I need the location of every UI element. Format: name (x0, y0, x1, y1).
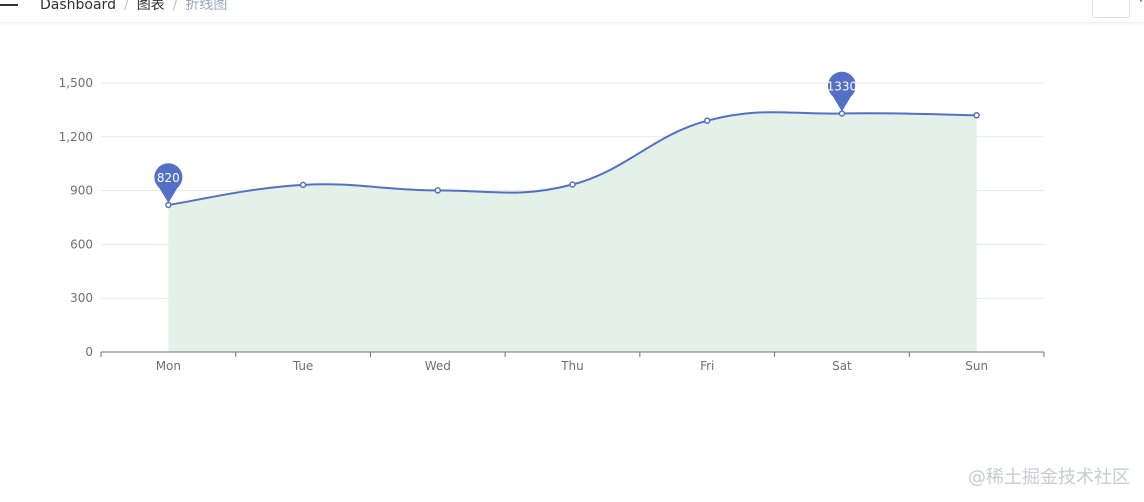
data-point (165, 201, 172, 209)
marker-pin (827, 71, 856, 112)
x-tick-label: Mon (156, 359, 181, 373)
topbar-edge-glyph: · (1139, 0, 1143, 8)
y-tick-label: 300 (70, 291, 93, 305)
y-tick-label: 900 (70, 184, 93, 198)
x-tick-label: Tue (292, 359, 314, 373)
data-point (838, 110, 846, 117)
y-tick-label: 1,200 (59, 130, 93, 144)
y-tick-label: 0 (85, 345, 93, 359)
breadcrumb-item-dashboard[interactable]: Dashboard (40, 0, 116, 13)
topbar-action-button[interactable] (1092, 0, 1130, 18)
data-point (434, 187, 442, 194)
hamburger-menu-icon[interactable] (0, 0, 18, 8)
x-tick-label: Thu (560, 359, 584, 373)
data-point (299, 181, 307, 189)
breadcrumb-separator: / (172, 0, 178, 13)
marker-pin (154, 163, 183, 203)
breadcrumb-item-charts[interactable]: 图表 (136, 0, 165, 13)
breadcrumb-item-current: 折线图 (185, 0, 228, 13)
breadcrumb-separator: / (123, 0, 129, 13)
marker-label: 1330 (827, 79, 858, 93)
data-point (973, 112, 980, 119)
data-point (569, 181, 576, 188)
y-tick-label: 600 (70, 237, 93, 251)
y-tick-label: 1,500 (59, 76, 93, 90)
data-point (703, 117, 711, 124)
x-tick-label: Sat (832, 359, 852, 373)
breadcrumb: Dashboard / 图表 / 折线图 (40, 0, 227, 14)
watermark: @稀土掘金技术社区 (968, 467, 1130, 488)
navbar: Dashboard / 图表 / 折线图 · (0, 0, 1144, 23)
series-area (168, 112, 977, 352)
x-tick-label: Sun (965, 359, 988, 373)
x-tick-label: Fri (700, 359, 714, 373)
x-tick-label: Wed (425, 359, 451, 373)
marker-label: 820 (157, 171, 180, 185)
